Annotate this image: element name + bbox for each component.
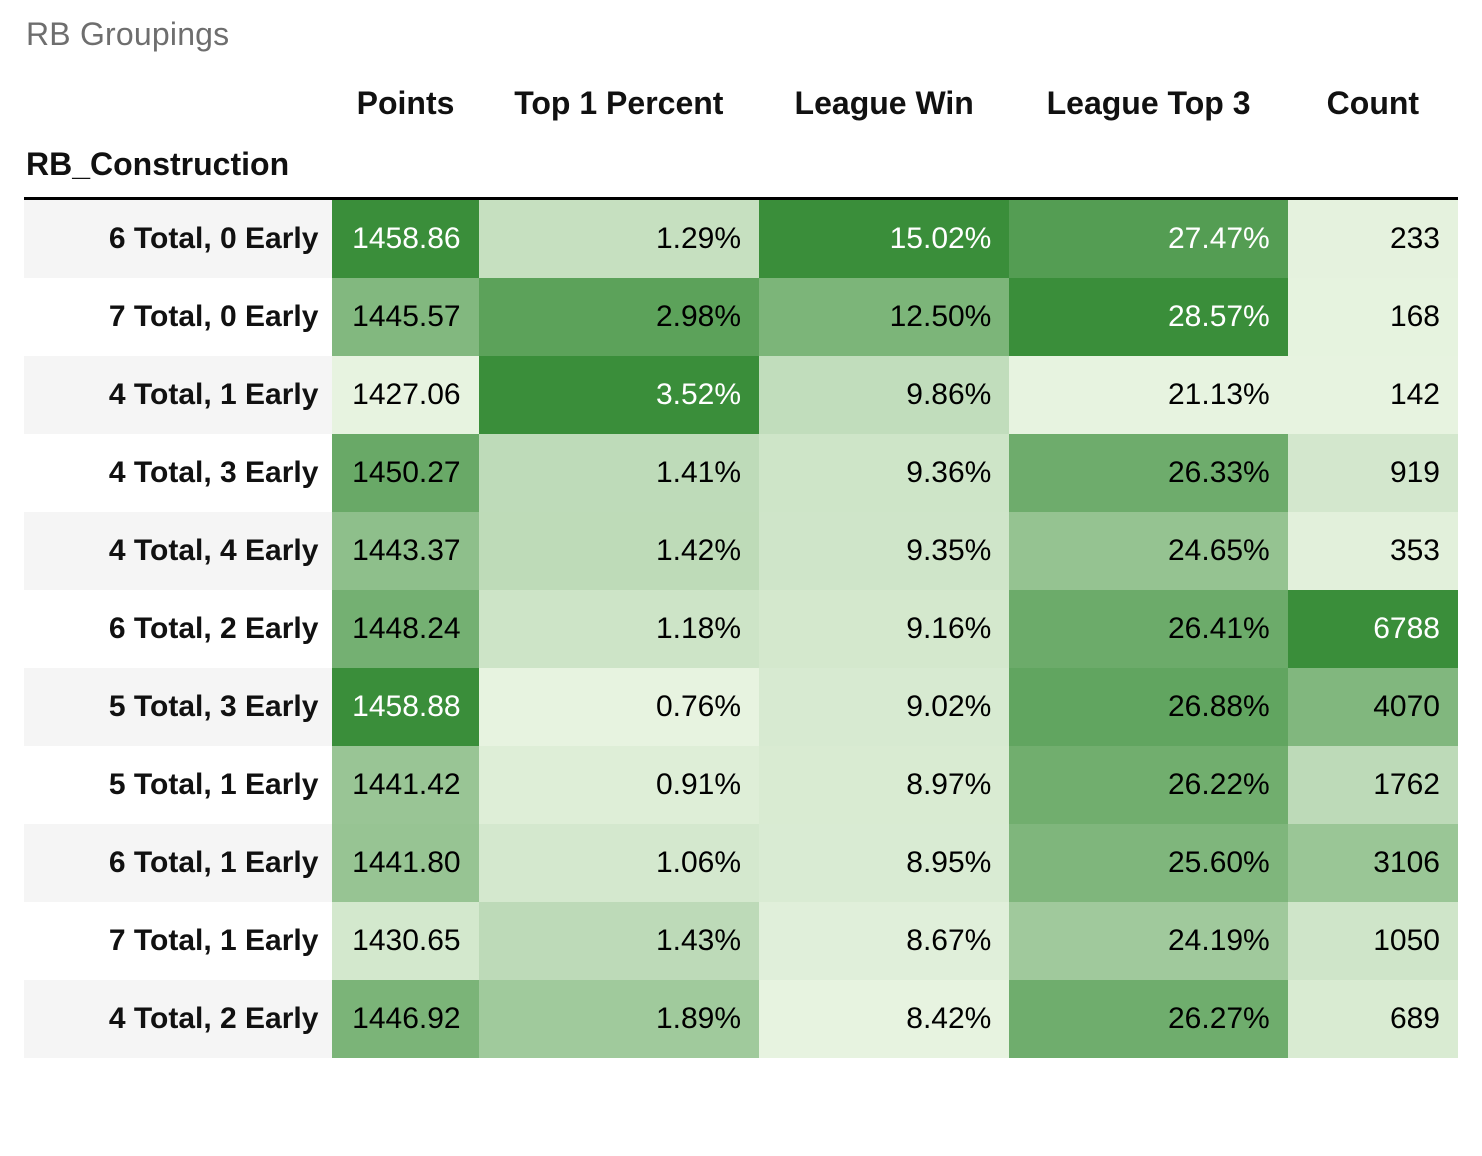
cell-ltop3: 25.60% xyxy=(1009,824,1287,902)
column-header-row: Points Top 1 Percent League Win League T… xyxy=(24,77,1458,146)
table-row: 4 Total, 3 Early1450.271.41%9.36%26.33%9… xyxy=(24,434,1458,512)
cell-points: 1458.88 xyxy=(332,668,478,746)
cell-count: 919 xyxy=(1288,434,1458,512)
column-header-top1: Top 1 Percent xyxy=(479,77,759,146)
cell-ltop3: 28.57% xyxy=(1009,278,1287,356)
cell-top1: 1.06% xyxy=(479,824,759,902)
cell-count: 1762 xyxy=(1288,746,1458,824)
cell-top1: 1.41% xyxy=(479,434,759,512)
row-header: 7 Total, 1 Early xyxy=(24,902,332,980)
cell-lwin: 9.86% xyxy=(759,356,1009,434)
row-header: 5 Total, 1 Early xyxy=(24,746,332,824)
cell-ltop3: 24.19% xyxy=(1009,902,1287,980)
table-body: 6 Total, 0 Early1458.861.29%15.02%27.47%… xyxy=(24,199,1458,1059)
column-header-points: Points xyxy=(332,77,478,146)
column-header-lwin: League Win xyxy=(759,77,1009,146)
table-row: 4 Total, 2 Early1446.921.89%8.42%26.27%6… xyxy=(24,980,1458,1058)
cell-ltop3: 26.41% xyxy=(1009,590,1287,668)
cell-count: 1050 xyxy=(1288,902,1458,980)
cell-lwin: 8.97% xyxy=(759,746,1009,824)
cell-count: 233 xyxy=(1288,199,1458,279)
cell-ltop3: 26.33% xyxy=(1009,434,1287,512)
row-header: 7 Total, 0 Early xyxy=(24,278,332,356)
cell-count: 689 xyxy=(1288,980,1458,1058)
cell-lwin: 15.02% xyxy=(759,199,1009,279)
cell-ltop3: 21.13% xyxy=(1009,356,1287,434)
cell-points: 1430.65 xyxy=(332,902,478,980)
index-name: RB_Construction xyxy=(24,146,332,199)
cell-lwin: 9.02% xyxy=(759,668,1009,746)
cell-ltop3: 26.88% xyxy=(1009,668,1287,746)
table-row: 4 Total, 1 Early1427.063.52%9.86%21.13%1… xyxy=(24,356,1458,434)
row-header: 4 Total, 2 Early xyxy=(24,980,332,1058)
cell-points: 1450.27 xyxy=(332,434,478,512)
cell-points: 1441.42 xyxy=(332,746,478,824)
row-header: 6 Total, 0 Early xyxy=(24,199,332,279)
cell-points: 1427.06 xyxy=(332,356,478,434)
table-row: 4 Total, 4 Early1443.371.42%9.35%24.65%3… xyxy=(24,512,1458,590)
table-row: 7 Total, 0 Early1445.572.98%12.50%28.57%… xyxy=(24,278,1458,356)
cell-top1: 1.29% xyxy=(479,199,759,279)
table-row: 6 Total, 2 Early1448.241.18%9.16%26.41%6… xyxy=(24,590,1458,668)
heatmap-table: Points Top 1 Percent League Win League T… xyxy=(24,77,1458,1058)
row-header: 4 Total, 1 Early xyxy=(24,356,332,434)
cell-points: 1445.57 xyxy=(332,278,478,356)
table-row: 5 Total, 1 Early1441.420.91%8.97%26.22%1… xyxy=(24,746,1458,824)
table-row: 7 Total, 1 Early1430.651.43%8.67%24.19%1… xyxy=(24,902,1458,980)
cell-top1: 1.18% xyxy=(479,590,759,668)
cell-top1: 1.42% xyxy=(479,512,759,590)
cell-points: 1443.37 xyxy=(332,512,478,590)
column-header-blank xyxy=(24,77,332,146)
row-header: 6 Total, 1 Early xyxy=(24,824,332,902)
cell-ltop3: 27.47% xyxy=(1009,199,1287,279)
cell-top1: 3.52% xyxy=(479,356,759,434)
cell-top1: 0.91% xyxy=(479,746,759,824)
cell-top1: 0.76% xyxy=(479,668,759,746)
cell-points: 1448.24 xyxy=(332,590,478,668)
cell-ltop3: 26.22% xyxy=(1009,746,1287,824)
column-header-ltop3: League Top 3 xyxy=(1009,77,1287,146)
cell-count: 4070 xyxy=(1288,668,1458,746)
cell-points: 1446.92 xyxy=(332,980,478,1058)
cell-top1: 2.98% xyxy=(479,278,759,356)
heatmap-table-container: RB Groupings Points Top 1 Percent League… xyxy=(0,0,1482,1078)
cell-lwin: 8.42% xyxy=(759,980,1009,1058)
row-header: 5 Total, 3 Early xyxy=(24,668,332,746)
cell-lwin: 9.36% xyxy=(759,434,1009,512)
cell-lwin: 8.67% xyxy=(759,902,1009,980)
cell-top1: 1.43% xyxy=(479,902,759,980)
cell-lwin: 9.35% xyxy=(759,512,1009,590)
cell-count: 142 xyxy=(1288,356,1458,434)
cell-points: 1458.86 xyxy=(332,199,478,279)
cell-points: 1441.80 xyxy=(332,824,478,902)
page-title: RB Groupings xyxy=(26,16,1458,53)
table-row: 5 Total, 3 Early1458.880.76%9.02%26.88%4… xyxy=(24,668,1458,746)
row-header: 4 Total, 4 Early xyxy=(24,512,332,590)
cell-count: 3106 xyxy=(1288,824,1458,902)
cell-lwin: 12.50% xyxy=(759,278,1009,356)
row-header: 4 Total, 3 Early xyxy=(24,434,332,512)
cell-ltop3: 24.65% xyxy=(1009,512,1287,590)
cell-count: 353 xyxy=(1288,512,1458,590)
column-header-count: Count xyxy=(1288,77,1458,146)
cell-count: 168 xyxy=(1288,278,1458,356)
index-name-row: RB_Construction xyxy=(24,146,1458,199)
cell-ltop3: 26.27% xyxy=(1009,980,1287,1058)
table-row: 6 Total, 1 Early1441.801.06%8.95%25.60%3… xyxy=(24,824,1458,902)
cell-count: 6788 xyxy=(1288,590,1458,668)
cell-lwin: 8.95% xyxy=(759,824,1009,902)
cell-lwin: 9.16% xyxy=(759,590,1009,668)
cell-top1: 1.89% xyxy=(479,980,759,1058)
row-header: 6 Total, 2 Early xyxy=(24,590,332,668)
table-row: 6 Total, 0 Early1458.861.29%15.02%27.47%… xyxy=(24,199,1458,279)
